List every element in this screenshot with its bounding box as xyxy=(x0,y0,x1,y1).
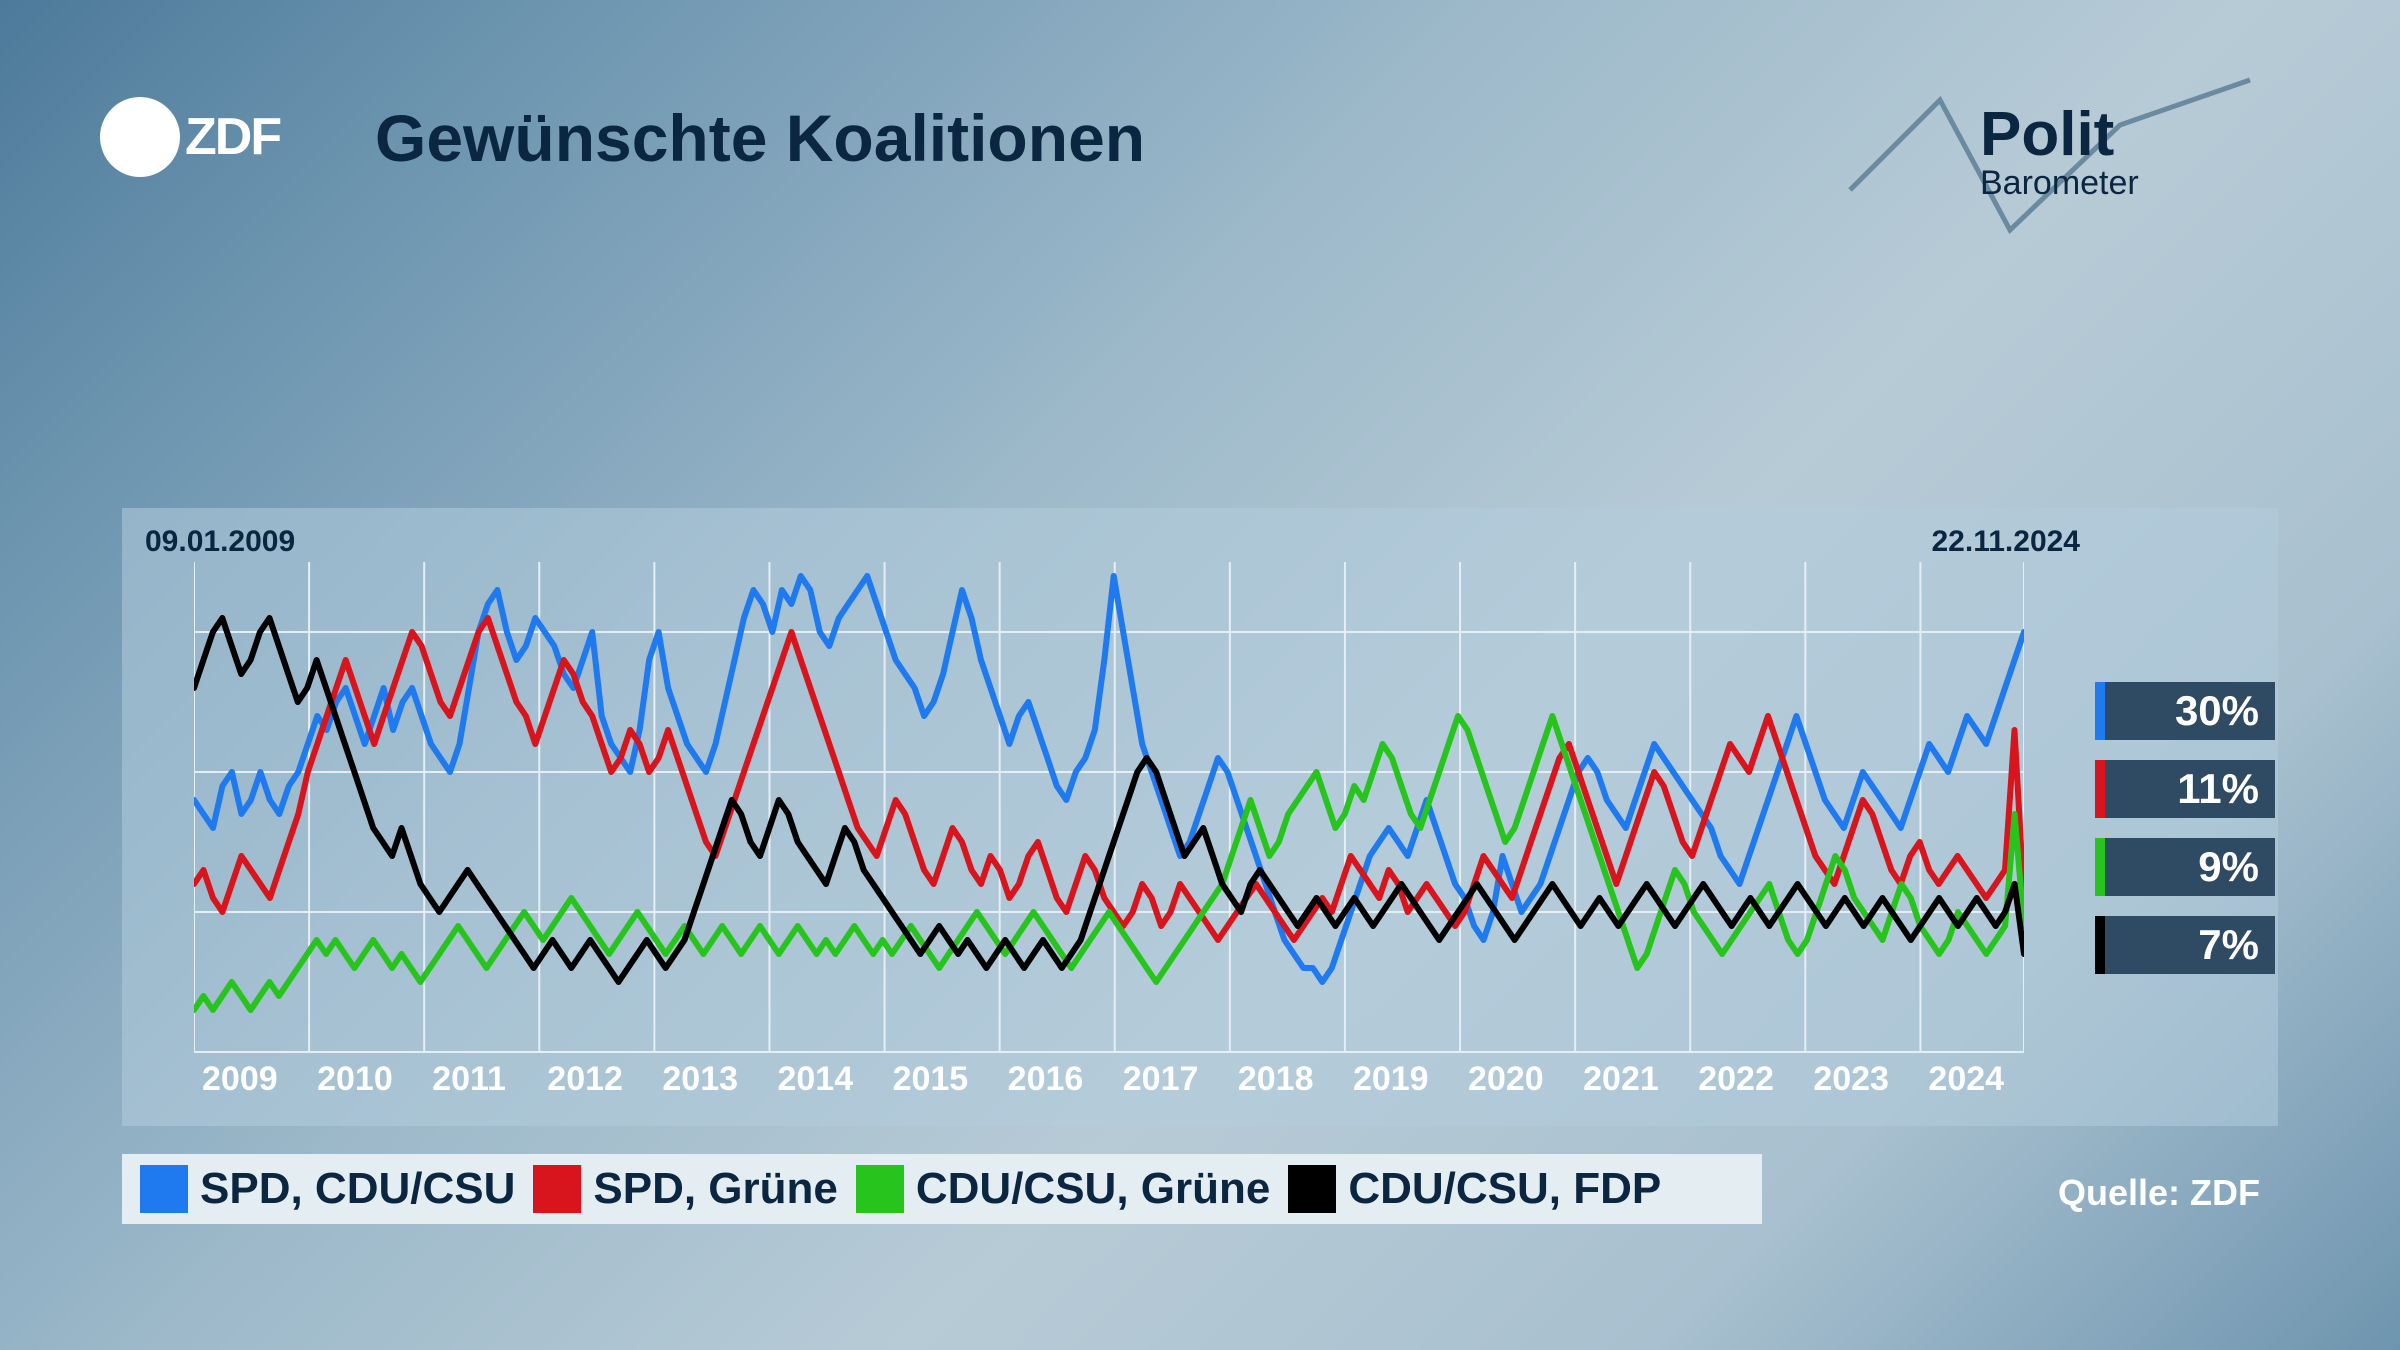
svg-text:2010: 2010 xyxy=(317,1060,393,1092)
zdf-logo: ZDF xyxy=(95,92,295,182)
line-chart: 102030 200920102011201220132014201520162… xyxy=(194,562,2024,1092)
legend-item: CDU/CSU, Grüne xyxy=(856,1164,1270,1214)
x-axis-labels: 2009 2010 2011 2012 2013 2014 2015 2016 2017 2018… xyxy=(202,1060,2004,1092)
legend-swatch xyxy=(140,1165,188,1213)
date-range-end: 22.11.2024 xyxy=(1932,525,2081,559)
svg-text:2015: 2015 xyxy=(893,1060,969,1092)
zdf-logo-text: ZDF xyxy=(185,108,280,166)
svg-text:2023: 2023 xyxy=(1813,1060,1889,1092)
legend-item: SPD, Grüne xyxy=(533,1164,838,1214)
svg-text:2012: 2012 xyxy=(547,1060,623,1092)
legend-label: CDU/CSU, FDP xyxy=(1348,1164,1661,1214)
svg-text:2013: 2013 xyxy=(662,1060,738,1092)
end-value-label: 7% xyxy=(2095,916,2275,974)
svg-text:2009: 2009 xyxy=(202,1060,278,1092)
svg-text:2014: 2014 xyxy=(777,1060,853,1092)
svg-text:2016: 2016 xyxy=(1008,1060,1084,1092)
svg-text:2022: 2022 xyxy=(1698,1060,1774,1092)
legend-label: CDU/CSU, Grüne xyxy=(916,1164,1270,1214)
svg-text:2021: 2021 xyxy=(1583,1060,1659,1092)
legend-item: SPD, CDU/CSU xyxy=(140,1164,515,1214)
legend-swatch xyxy=(1288,1165,1336,1213)
svg-text:2020: 2020 xyxy=(1468,1060,1544,1092)
end-value-label: 9% xyxy=(2095,838,2275,896)
svg-text:Polit: Polit xyxy=(1980,100,2114,169)
series-line xyxy=(194,618,2024,982)
series-line xyxy=(194,576,2024,982)
page-title: Gewünschte Koalitionen xyxy=(375,100,1145,176)
end-value-label: 11% xyxy=(2095,760,2275,818)
legend-item: CDU/CSU, FDP xyxy=(1288,1164,1661,1214)
politbarometer-logo: Polit Barometer xyxy=(1840,70,2260,240)
svg-text:2018: 2018 xyxy=(1238,1060,1314,1092)
svg-text:Barometer: Barometer xyxy=(1980,164,2139,202)
series-line xyxy=(194,618,2024,940)
series-lines xyxy=(194,576,2024,1010)
legend-swatch xyxy=(533,1165,581,1213)
legend-label: SPD, Grüne xyxy=(593,1164,838,1214)
svg-text:2019: 2019 xyxy=(1353,1060,1429,1092)
svg-text:2011: 2011 xyxy=(432,1060,506,1092)
source-attribution: Quelle: ZDF xyxy=(2058,1172,2260,1214)
date-range-start: 09.01.2009 xyxy=(145,525,295,559)
chart-plot-area: 102030 200920102011201220132014201520162… xyxy=(194,562,2024,1052)
svg-text:2024: 2024 xyxy=(1928,1060,2004,1092)
legend-swatch xyxy=(856,1165,904,1213)
svg-text:2017: 2017 xyxy=(1123,1060,1199,1092)
end-value-label: 30% xyxy=(2095,682,2275,740)
legend-label: SPD, CDU/CSU xyxy=(200,1164,515,1214)
legend: SPD, CDU/CSU SPD, Grüne CDU/CSU, Grüne CDU/… xyxy=(122,1154,1762,1224)
chart-panel: 102030 200920102011201220132014201520162… xyxy=(122,508,2278,1126)
